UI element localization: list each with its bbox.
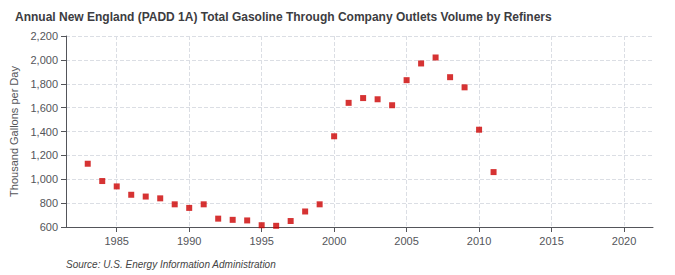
svg-text:2005: 2005 xyxy=(394,235,418,247)
svg-text:Source: U.S. Energy Informatio: Source: U.S. Energy Information Administ… xyxy=(66,259,276,270)
svg-text:2020: 2020 xyxy=(612,235,636,247)
svg-text:1,800: 1,800 xyxy=(30,78,58,90)
svg-text:1,400: 1,400 xyxy=(30,126,58,138)
svg-text:2000: 2000 xyxy=(322,235,346,247)
svg-text:2010: 2010 xyxy=(467,235,491,247)
svg-text:600: 600 xyxy=(40,221,58,233)
svg-text:2,000: 2,000 xyxy=(30,54,58,66)
svg-text:1,200: 1,200 xyxy=(30,149,58,161)
svg-text:1995: 1995 xyxy=(249,235,273,247)
svg-text:1,600: 1,600 xyxy=(30,102,58,114)
svg-text:1985: 1985 xyxy=(104,235,128,247)
svg-text:1,000: 1,000 xyxy=(30,173,58,185)
svg-text:Annual New England (PADD 1A) T: Annual New England (PADD 1A) Total Gasol… xyxy=(15,10,552,24)
svg-text:Thousand Gallons per Day: Thousand Gallons per Day xyxy=(8,66,20,197)
svg-text:800: 800 xyxy=(40,197,58,209)
svg-text:1990: 1990 xyxy=(177,235,201,247)
svg-text:2,200: 2,200 xyxy=(30,30,58,42)
svg-text:2015: 2015 xyxy=(539,235,563,247)
